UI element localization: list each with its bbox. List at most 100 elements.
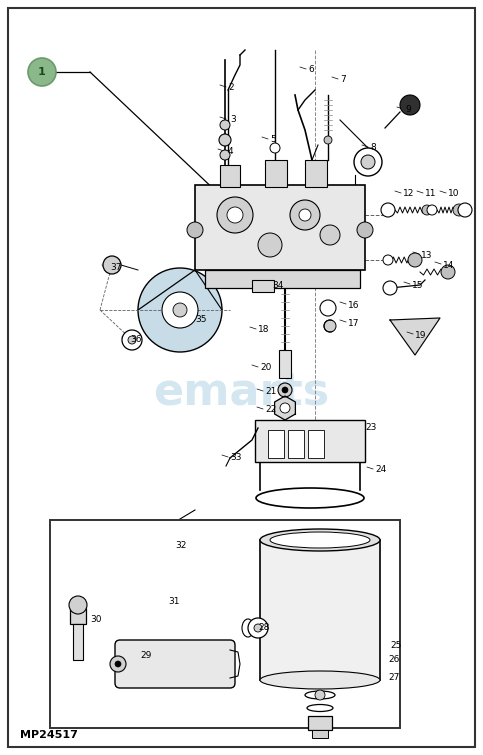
Circle shape: [254, 624, 262, 632]
Circle shape: [357, 222, 373, 238]
Circle shape: [361, 155, 375, 169]
Bar: [255, 420, 365, 462]
Circle shape: [258, 233, 282, 257]
Text: 11: 11: [425, 190, 437, 199]
Circle shape: [110, 656, 126, 672]
Bar: [268, 430, 284, 458]
Text: 17: 17: [348, 319, 359, 328]
Text: 31: 31: [168, 597, 180, 606]
Text: emarts: emarts: [154, 371, 329, 414]
Bar: [50, 520, 400, 728]
Circle shape: [315, 690, 325, 700]
Circle shape: [400, 95, 420, 115]
Text: 24: 24: [375, 466, 386, 474]
Text: 13: 13: [421, 251, 432, 260]
Circle shape: [227, 207, 243, 223]
Circle shape: [458, 203, 472, 217]
Text: 5: 5: [270, 135, 276, 144]
Circle shape: [220, 150, 230, 160]
Circle shape: [320, 300, 336, 316]
Circle shape: [28, 58, 56, 86]
Circle shape: [115, 661, 121, 667]
Text: 14: 14: [443, 260, 455, 270]
Circle shape: [453, 204, 465, 216]
Ellipse shape: [305, 691, 335, 699]
Circle shape: [299, 209, 311, 221]
Text: 15: 15: [412, 281, 424, 289]
Bar: [308, 716, 332, 730]
Circle shape: [69, 596, 87, 614]
Circle shape: [220, 120, 230, 130]
Circle shape: [270, 143, 280, 153]
Circle shape: [290, 200, 320, 230]
Text: 28: 28: [258, 624, 270, 633]
Circle shape: [278, 383, 292, 397]
Text: 7: 7: [340, 76, 346, 85]
Circle shape: [173, 303, 187, 317]
Text: 4: 4: [228, 147, 234, 156]
Text: 9: 9: [405, 106, 411, 115]
Circle shape: [383, 255, 393, 265]
Text: 16: 16: [348, 300, 359, 310]
Circle shape: [217, 197, 253, 233]
Ellipse shape: [242, 619, 254, 637]
Ellipse shape: [307, 704, 333, 711]
Circle shape: [248, 618, 268, 638]
Circle shape: [138, 268, 222, 352]
Text: 19: 19: [415, 331, 426, 340]
Text: 3: 3: [230, 116, 236, 125]
Circle shape: [383, 281, 397, 295]
Text: 34: 34: [272, 281, 284, 289]
Text: 6: 6: [308, 66, 314, 75]
Text: 30: 30: [90, 615, 101, 624]
Text: 25: 25: [390, 640, 401, 649]
Text: 20: 20: [260, 363, 271, 372]
Bar: [220, 165, 240, 187]
Circle shape: [282, 387, 288, 393]
FancyBboxPatch shape: [115, 640, 235, 688]
Circle shape: [408, 253, 422, 267]
Circle shape: [162, 292, 198, 328]
Text: 8: 8: [370, 143, 376, 153]
Text: 23: 23: [365, 424, 376, 433]
Ellipse shape: [270, 532, 370, 548]
Bar: [70, 608, 86, 624]
Text: 2: 2: [228, 84, 234, 93]
Bar: [195, 185, 365, 270]
Text: 10: 10: [448, 190, 459, 199]
Bar: [279, 350, 291, 378]
Text: 27: 27: [388, 673, 399, 683]
Bar: [252, 280, 274, 292]
Circle shape: [280, 403, 290, 413]
Circle shape: [441, 265, 455, 279]
Circle shape: [381, 203, 395, 217]
Text: 32: 32: [175, 541, 186, 550]
Bar: [308, 430, 324, 458]
Circle shape: [427, 205, 437, 215]
Ellipse shape: [260, 671, 380, 689]
Ellipse shape: [256, 488, 364, 508]
Circle shape: [320, 225, 340, 245]
Circle shape: [187, 222, 203, 238]
Circle shape: [324, 136, 332, 144]
Circle shape: [128, 336, 136, 344]
Bar: [305, 160, 327, 187]
Bar: [312, 730, 328, 738]
Text: 36: 36: [130, 335, 142, 344]
Circle shape: [422, 205, 432, 215]
Polygon shape: [390, 318, 440, 355]
Text: 22: 22: [265, 405, 276, 414]
Polygon shape: [275, 396, 296, 420]
Text: 21: 21: [265, 387, 276, 396]
Circle shape: [324, 320, 336, 332]
Text: 33: 33: [230, 454, 242, 463]
Ellipse shape: [260, 529, 380, 551]
Circle shape: [219, 134, 231, 146]
Bar: [73, 624, 83, 660]
Circle shape: [122, 330, 142, 350]
Text: 35: 35: [195, 316, 207, 325]
Circle shape: [354, 148, 382, 176]
Text: 12: 12: [403, 190, 414, 199]
Text: 26: 26: [388, 655, 399, 664]
Bar: [205, 270, 360, 288]
